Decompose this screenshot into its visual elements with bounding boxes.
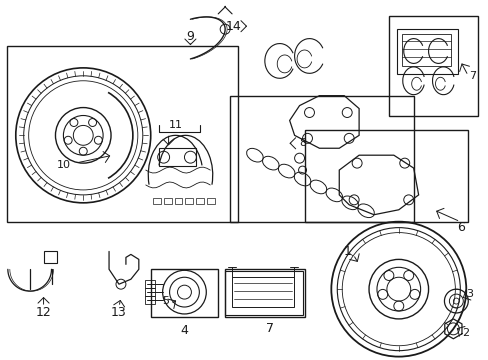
Text: 12: 12 (36, 306, 51, 319)
Text: 4: 4 (180, 324, 188, 337)
Bar (224, 269, 304, 317)
Bar (232, 277, 293, 307)
Bar (401, 34, 450, 66)
Text: 3: 3 (465, 289, 472, 299)
Text: 7: 7 (265, 322, 273, 336)
Text: 13: 13 (111, 306, 126, 319)
Bar (163, 198, 171, 204)
Text: 6: 6 (456, 221, 464, 234)
Bar (196, 198, 204, 204)
Bar (396, 29, 457, 74)
Bar (207, 198, 215, 204)
Bar (152, 198, 161, 204)
Bar (150, 269, 218, 317)
Text: 2: 2 (461, 328, 468, 338)
Text: 14: 14 (225, 20, 241, 33)
Text: 8: 8 (298, 138, 305, 148)
Bar (174, 198, 182, 204)
Text: 1: 1 (343, 245, 350, 258)
Text: 5: 5 (162, 296, 169, 306)
Bar (388, 16, 477, 116)
Bar (230, 96, 413, 222)
Text: 10: 10 (56, 160, 70, 170)
Bar (185, 198, 193, 204)
Bar (144, 296, 154, 304)
Bar (304, 130, 468, 222)
Text: 9: 9 (186, 30, 194, 42)
Bar (7, 46, 238, 222)
Bar (158, 148, 196, 166)
Bar (43, 251, 57, 264)
Bar (144, 288, 154, 296)
Bar (224, 271, 302, 315)
Text: 7: 7 (468, 71, 475, 81)
Bar (144, 280, 154, 288)
Text: 11: 11 (168, 121, 182, 130)
